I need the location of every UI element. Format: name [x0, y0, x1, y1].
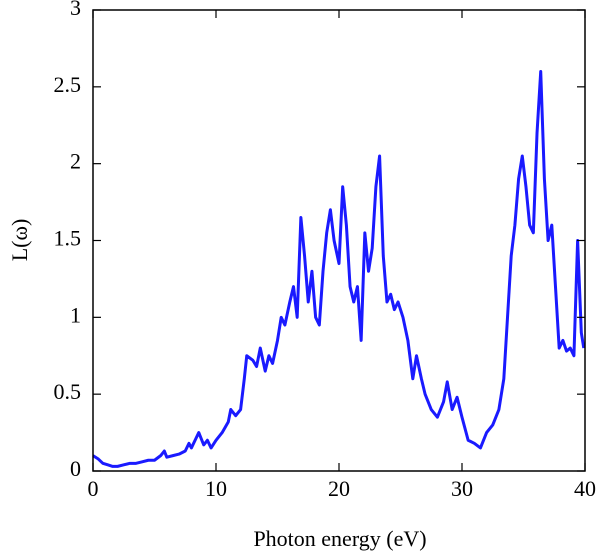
x-tick-label: 0 [88, 476, 99, 501]
y-tick-label: 1.5 [54, 226, 82, 251]
y-tick-label: 1 [70, 302, 81, 327]
y-tick-label: 0.5 [54, 379, 82, 404]
x-tick-label: 30 [451, 476, 473, 501]
y-tick-label: 3 [70, 0, 81, 20]
y-axis-label: L(ω) [7, 219, 32, 262]
x-tick-label: 10 [205, 476, 227, 501]
y-tick-label: 2.5 [54, 72, 82, 97]
y-tick-label: 2 [70, 149, 81, 174]
x-axis-label: Photon energy (eV) [253, 526, 426, 551]
x-tick-label: 20 [328, 476, 350, 501]
y-tick-label: 0 [70, 456, 81, 481]
data-line [92, 69, 586, 468]
x-tick-label: 40 [574, 476, 596, 501]
